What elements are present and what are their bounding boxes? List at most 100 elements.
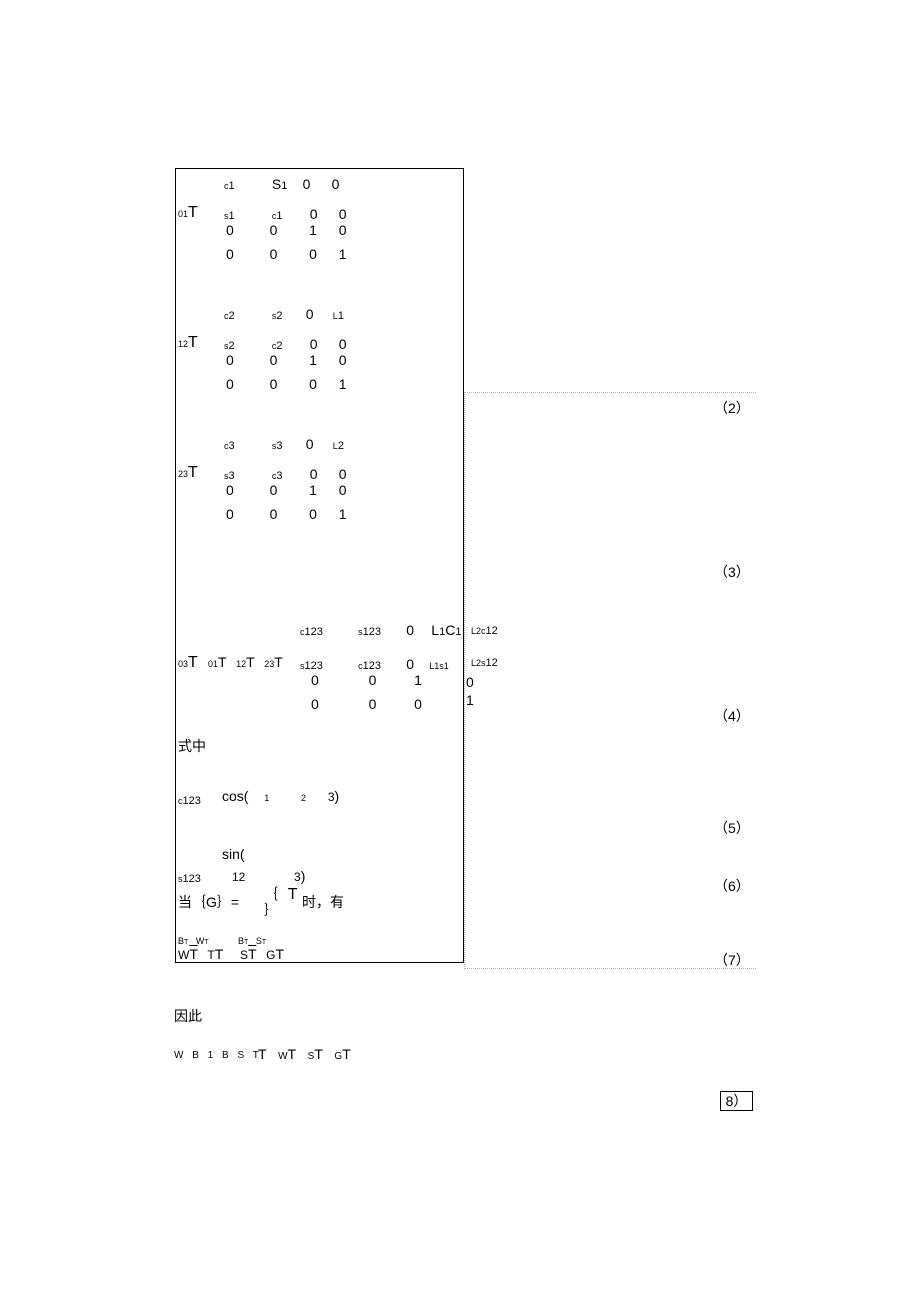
m12-row0: c2 s2 0 L1	[224, 306, 344, 322]
eq7-WT-T: T	[189, 946, 197, 962]
m03-r0-d2: C	[445, 622, 455, 638]
m03-row0: c123 s123 0 L1C1	[300, 622, 461, 638]
m03-r3-c: 0	[414, 696, 422, 712]
m12-row3: 0 0 0 1	[226, 376, 347, 392]
m12-r2-b: 0	[270, 352, 278, 368]
brace-close: ｝	[264, 902, 278, 918]
m12-r3-d: 1	[339, 376, 347, 392]
m23-row1: s3 c3 0 0	[224, 466, 347, 482]
yinci: 因此	[174, 1006, 202, 1026]
m03-r0-e2sub: 12	[486, 625, 498, 637]
eq8-wT-w: W	[278, 1051, 287, 1062]
m12-r1-c: 0	[310, 336, 318, 352]
m01-r1-d: 0	[339, 206, 347, 222]
eq8-wT-T: T	[288, 1046, 296, 1062]
matrix-23T-label: 23T	[178, 464, 198, 482]
eq-number-3: （3）	[714, 562, 750, 582]
c123-close: )	[335, 788, 340, 804]
T-letter: T	[188, 464, 198, 481]
m01-r0-d: 0	[332, 176, 340, 192]
m01-row2: 0 0 1 0	[226, 222, 347, 238]
c123-cos-text: cos(	[222, 788, 248, 804]
m23-r3-d: 1	[339, 506, 347, 522]
m12-row2: 0 0 1 0	[226, 352, 347, 368]
T-letter: T	[188, 204, 198, 221]
m01-r3-c: 0	[309, 246, 317, 262]
eq8-gT-T: T	[342, 1046, 351, 1062]
m01-r2-b: 0	[270, 222, 278, 238]
m23-r1-c: 0	[310, 466, 318, 482]
m23-r1-bsub: 3	[276, 470, 282, 482]
m23-row2: 0 0 1 0	[226, 482, 347, 498]
eq-number-8-box: 8）	[720, 1091, 753, 1111]
m03-product: 01T 12T 23T	[208, 654, 283, 670]
m03-row3: 0 0 0	[311, 696, 422, 712]
eq-number-4: （4）	[714, 706, 750, 726]
matrix-01T-label: 01T	[178, 204, 198, 222]
m12-r0-bsub: 2	[276, 310, 282, 322]
eq-number-5: （5）	[714, 818, 750, 838]
eq-number-8: 8）	[726, 1093, 748, 1109]
m12-r2-c: 1	[309, 352, 317, 368]
eq7-main-right: ST GT	[240, 946, 284, 962]
m23-r0-bsub: 3	[276, 440, 282, 452]
m12-r1-d: 0	[339, 336, 347, 352]
m23-r0-dsub: 2	[338, 440, 344, 452]
eq-number-7: （7）	[714, 950, 750, 970]
eq7-S: S	[240, 948, 248, 962]
left-content-box	[175, 168, 464, 963]
eq8-sT-T: T	[314, 1046, 322, 1062]
p-12-T: T	[246, 654, 254, 670]
m23-r3-b: 0	[270, 506, 278, 522]
m23-r1-d: 0	[339, 466, 347, 482]
m01-r1-c: 0	[310, 206, 318, 222]
m23-r1-asub: 3	[229, 470, 235, 482]
m12-r3-b: 0	[270, 376, 278, 392]
right-dotted-box	[464, 392, 756, 969]
m01-row1: s1 c1 0 0	[224, 206, 347, 222]
m01-r2-c: 1	[309, 222, 317, 238]
matrix-03T-label: 03T	[178, 654, 198, 672]
m23-r2-b: 0	[270, 482, 278, 498]
m03-r2-b: 0	[369, 672, 377, 688]
eq7-ST-T: T	[248, 946, 256, 962]
m03-row3-ext: 1	[466, 692, 474, 708]
m03-row1-ext: L2s12	[471, 654, 498, 669]
label-shizhong: 式中	[178, 736, 206, 756]
m03-r1-bsub: 123	[363, 660, 381, 672]
m12-r3-c: 0	[309, 376, 317, 392]
s123-t12: 12	[232, 870, 245, 884]
eq8-T1: T	[258, 1046, 266, 1062]
m12-r0-dsub: 1	[338, 310, 344, 322]
eq7-GT: T	[275, 946, 284, 962]
m03-r0-bsub: 123	[363, 626, 381, 638]
m01-row3: 0 0 0 1	[226, 246, 347, 262]
m12-r1-bsub: 2	[276, 340, 282, 352]
m01-r1-asub: 1	[229, 210, 235, 222]
c123-cos: cos( 1 2 3)	[222, 788, 339, 804]
s123-sub: 123	[183, 873, 201, 885]
p-23-T: T	[274, 654, 283, 670]
T-letter: T	[188, 334, 198, 351]
eq7-W: W	[178, 948, 189, 962]
m03-r0-d2sub: 1	[455, 626, 461, 638]
m01-r0-c: 0	[303, 176, 311, 192]
eq7-T3: T	[244, 939, 248, 946]
m12-r0-asub: 2	[229, 310, 235, 322]
m03-r1-asub: 123	[305, 660, 323, 672]
m01-r0-b: S	[272, 176, 281, 192]
eq7-T4: T	[262, 939, 266, 946]
eq-number-6: （6）	[714, 876, 750, 896]
eq7-T2: T	[204, 939, 208, 946]
matrix-12T-label: 12T	[178, 334, 198, 352]
m01-r0-asub: 1	[229, 180, 235, 192]
m23-row0: c3 s3 0 L2	[224, 436, 344, 452]
m23-r3-a: 0	[226, 506, 234, 522]
dang-text: 当｛G｝=	[178, 894, 239, 910]
m03-r3-a: 0	[311, 696, 319, 712]
eq8-prefix: W B 1 B S T	[174, 1050, 262, 1061]
page: （2） （3） （4） （5） （6） （7） 8） 01T c1 S1 0 0…	[0, 0, 920, 1303]
dang-line: 当｛G｝=	[178, 892, 239, 912]
m03-row2: 0 0 1	[311, 672, 422, 688]
s123-close: )	[301, 868, 306, 884]
